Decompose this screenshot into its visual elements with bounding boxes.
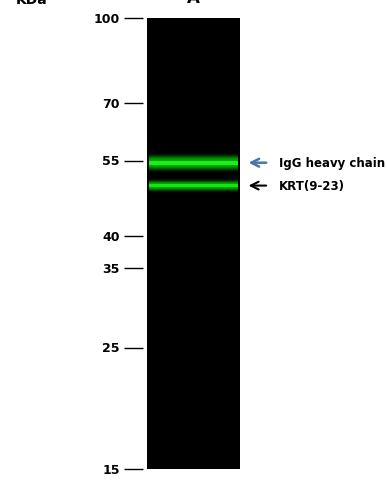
Bar	[149, 159, 238, 168]
Bar	[149, 180, 238, 192]
Bar	[149, 160, 238, 166]
Bar	[149, 156, 238, 171]
Bar	[149, 162, 238, 165]
Bar	[149, 157, 238, 170]
Bar	[149, 179, 238, 194]
Bar	[149, 179, 238, 194]
Text: 25: 25	[103, 342, 120, 355]
Text: KRT(9-23): KRT(9-23)	[279, 180, 345, 193]
Bar	[149, 154, 238, 173]
Bar	[149, 156, 238, 170]
Bar	[149, 157, 238, 169]
Bar	[149, 153, 238, 173]
Bar	[149, 185, 238, 188]
Bar	[149, 184, 238, 188]
Bar	[149, 181, 238, 192]
Bar	[149, 182, 238, 190]
Bar	[149, 180, 238, 193]
Text: 35: 35	[103, 262, 120, 275]
Bar	[149, 181, 238, 191]
Text: 55: 55	[103, 155, 120, 167]
Bar	[149, 153, 238, 174]
Bar	[149, 155, 238, 171]
Bar	[149, 158, 238, 168]
Bar	[149, 183, 238, 189]
Bar	[149, 183, 238, 189]
Bar	[149, 161, 238, 166]
Bar	[149, 154, 238, 172]
Bar	[149, 161, 238, 166]
Text: 40: 40	[103, 230, 120, 243]
Bar	[149, 185, 238, 188]
Text: 70: 70	[103, 97, 120, 110]
Bar	[149, 160, 238, 167]
Text: 100: 100	[94, 13, 120, 26]
Bar	[149, 182, 238, 191]
Bar	[149, 182, 238, 191]
Text: A: A	[187, 0, 200, 7]
Bar	[149, 178, 238, 195]
Text: IgG heavy chain: IgG heavy chain	[279, 157, 385, 170]
Bar	[149, 184, 238, 188]
Bar	[149, 180, 238, 193]
Bar	[149, 159, 238, 167]
Bar	[149, 152, 238, 175]
Bar	[149, 155, 238, 172]
Bar	[149, 158, 238, 169]
Text: KDa: KDa	[15, 0, 47, 7]
Bar	[149, 152, 238, 174]
Bar	[149, 181, 238, 192]
Text: 15: 15	[103, 463, 120, 476]
Bar	[149, 182, 238, 190]
Bar	[147, 19, 240, 469]
Bar	[149, 179, 238, 193]
Bar	[149, 183, 238, 190]
